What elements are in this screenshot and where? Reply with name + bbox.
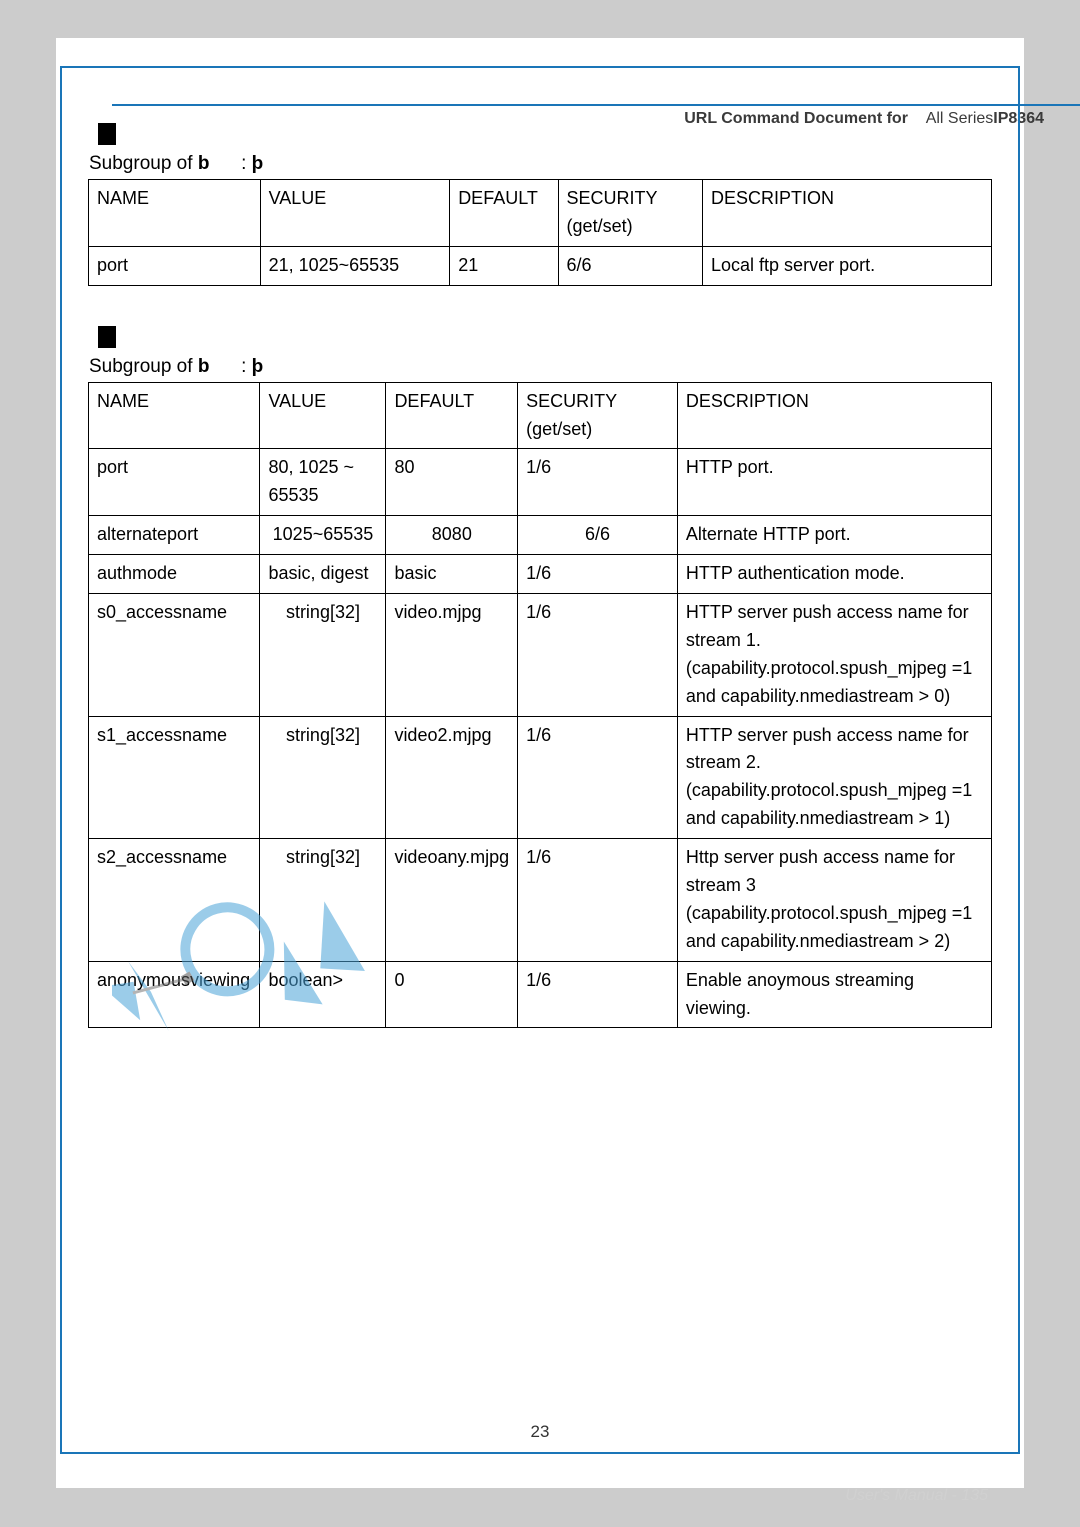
cell-desc: Local ftp server port. <box>703 246 992 285</box>
cell-desc: Alternate HTTP port. <box>677 516 991 555</box>
cell-name: s1_accessname <box>89 716 260 839</box>
cell-value: string[32] <box>260 839 386 962</box>
section-marker-icon <box>98 326 116 348</box>
col-value: VALUE <box>260 180 450 247</box>
subgroup-b2: þ <box>252 356 264 377</box>
cell-default: 0 <box>386 961 518 1028</box>
cell-default: basic <box>386 555 518 594</box>
subgroup-b1: b <box>198 153 210 174</box>
table-row: port 21, 1025~65535 21 6/6 Local ftp ser… <box>89 246 992 285</box>
cell-security: 6/6 <box>558 246 702 285</box>
subgroup-line-1: Subgroup of b : þ <box>89 153 992 175</box>
col-security: SECURITY (get/set) <box>558 180 702 247</box>
cell-default: video2.mjpg <box>386 716 518 839</box>
cell-name: alternateport <box>89 516 260 555</box>
subgroup-label: Subgroup of <box>89 153 193 174</box>
cell-default: videoany.mjpg <box>386 839 518 962</box>
col-security: SECURITY (get/set) <box>518 382 678 449</box>
table-header-row: NAME VALUE DEFAULT SECURITY (get/set) DE… <box>89 180 992 247</box>
cell-security: 1/6 <box>518 594 678 717</box>
cell-name: anonymousviewing <box>89 961 260 1028</box>
subgroup-label: Subgroup of <box>89 356 193 377</box>
col-description: DESCRIPTION <box>703 180 992 247</box>
cell-value: basic, digest <box>260 555 386 594</box>
section-marker-icon <box>98 123 116 145</box>
footer-label: User's Manual - <box>845 1487 957 1504</box>
col-default: DEFAULT <box>386 382 518 449</box>
subgroup-sep: : <box>241 356 246 377</box>
cell-value: boolean> <box>260 961 386 1028</box>
subgroup-b2: þ <box>252 153 264 174</box>
cell-name: s0_accessname <box>89 594 260 717</box>
cell-name: port <box>89 246 261 285</box>
inner-page-number: 23 <box>531 1422 550 1442</box>
table-row: authmode basic, digest basic 1/6 HTTP au… <box>89 555 992 594</box>
subgroup-line-2: Subgroup of b : þ <box>89 356 992 378</box>
subgroup-sep: : <box>241 153 246 174</box>
cell-desc: HTTP port. <box>677 449 991 516</box>
cell-security: 1/6 <box>518 555 678 594</box>
ftp-table: NAME VALUE DEFAULT SECURITY (get/set) DE… <box>88 179 992 286</box>
cell-default: 80 <box>386 449 518 516</box>
footer: User's Manual - 135 <box>845 1487 988 1505</box>
cell-value: 80, 1025 ~ 65535 <box>260 449 386 516</box>
cell-value: string[32] <box>260 594 386 717</box>
cell-name: authmode <box>89 555 260 594</box>
col-value: VALUE <box>260 382 386 449</box>
table-row: port 80, 1025 ~ 65535 80 1/6 HTTP port. <box>89 449 992 516</box>
cell-desc: HTTP server push access name for stream … <box>677 594 991 717</box>
footer-page: 135 <box>961 1487 988 1504</box>
cell-default: video.mjpg <box>386 594 518 717</box>
cell-desc: Http server push access name for stream … <box>677 839 991 962</box>
table-row: s1_accessname string[32] video2.mjpg 1/6… <box>89 716 992 839</box>
cell-value: 1025~65535 <box>260 516 386 555</box>
table-header-row: NAME VALUE DEFAULT SECURITY (get/set) DE… <box>89 382 992 449</box>
col-description: DESCRIPTION <box>677 382 991 449</box>
page-sheet: URL Command Document for All SeriesIP836… <box>56 38 1024 1488</box>
col-default: DEFAULT <box>450 180 558 247</box>
cell-default: 8080 <box>386 516 518 555</box>
col-name: NAME <box>89 180 261 247</box>
cell-desc: HTTP authentication mode. <box>677 555 991 594</box>
cell-name: port <box>89 449 260 516</box>
cell-default: 21 <box>450 246 558 285</box>
table-row: s0_accessname string[32] video.mjpg 1/6 … <box>89 594 992 717</box>
cell-security: 1/6 <box>518 449 678 516</box>
table-row: alternateport 1025~65535 8080 6/6 Altern… <box>89 516 992 555</box>
col-name: NAME <box>89 382 260 449</box>
cell-desc: HTTP server push access name for stream … <box>677 716 991 839</box>
cell-value: 21, 1025~65535 <box>260 246 450 285</box>
cell-name: s2_accessname <box>89 839 260 962</box>
cell-security: 1/6 <box>518 961 678 1028</box>
cell-desc: Enable anoymous streaming viewing. <box>677 961 991 1028</box>
table-row: anonymousviewing boolean> 0 1/6 Enable a… <box>89 961 992 1028</box>
subgroup-b1: b <box>198 356 210 377</box>
cell-security: 6/6 <box>518 516 678 555</box>
table-row: s2_accessname string[32] videoany.mjpg 1… <box>89 839 992 962</box>
content-frame: Subgroup of b : þ NAME VALUE DEFAULT SEC… <box>60 66 1020 1454</box>
cell-security: 1/6 <box>518 839 678 962</box>
cell-security: 1/6 <box>518 716 678 839</box>
cell-value: string[32] <box>260 716 386 839</box>
http-table: NAME VALUE DEFAULT SECURITY (get/set) DE… <box>88 382 992 1029</box>
